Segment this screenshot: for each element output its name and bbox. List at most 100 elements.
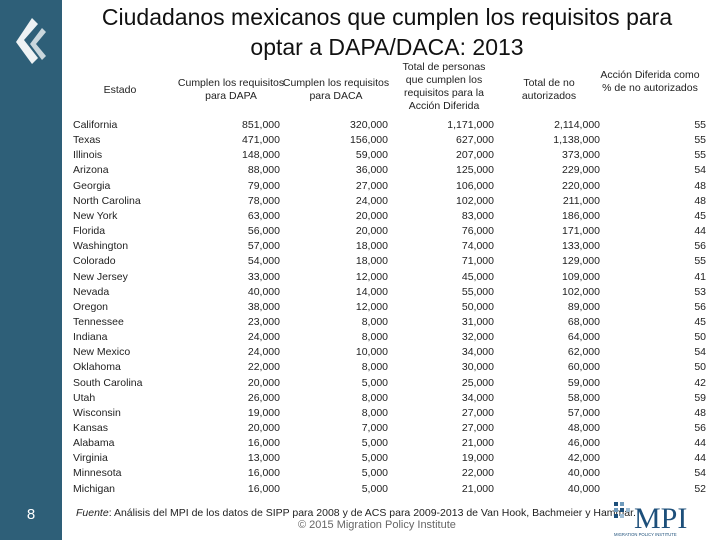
total-deferred-cell: 30,000 xyxy=(461,361,494,374)
state-cell: Illinois xyxy=(73,149,103,162)
dapa-cell: 56,000 xyxy=(247,225,280,238)
percent-cell: 54 xyxy=(694,164,706,177)
total-deferred-cell: 34,000 xyxy=(461,346,494,359)
total-unauthorized-cell: 220,000 xyxy=(562,179,600,192)
daca-cell: 5,000 xyxy=(361,467,388,480)
header-total-deferred: Total de personas que cumplen los requis… xyxy=(402,61,486,112)
state-cell: Washington xyxy=(73,240,129,253)
total-deferred-cell: 31,000 xyxy=(461,315,494,328)
daca-cell: 8,000 xyxy=(361,361,388,374)
total-unauthorized-cell: 57,000 xyxy=(567,406,600,419)
percent-cell: 42 xyxy=(694,376,706,389)
daca-cell: 18,000 xyxy=(355,240,388,253)
dapa-cell: 148,000 xyxy=(242,149,280,162)
state-cell: South Carolina xyxy=(73,376,143,389)
daca-cell: 14,000 xyxy=(355,285,388,298)
dapa-cell: 54,000 xyxy=(247,255,280,268)
state-cell: Wisconsin xyxy=(73,406,121,419)
state-cell: California xyxy=(73,119,118,131)
total-deferred-cell: 1,171,000 xyxy=(447,119,494,131)
dapa-cell: 13,000 xyxy=(247,452,280,465)
dapa-cell: 20,000 xyxy=(247,376,280,389)
header-dapa: Cumplen los requisitos para DAPA xyxy=(177,77,285,102)
percent-cell: 44 xyxy=(694,437,706,450)
percent-cell: 44 xyxy=(694,225,706,238)
dapa-cell: 23,000 xyxy=(247,315,280,328)
table-row: Nevada 40,000 14,000 55,000 102,000 53 xyxy=(0,286,720,301)
total-deferred-cell: 34,000 xyxy=(461,391,494,404)
total-unauthorized-cell: 58,000 xyxy=(567,391,600,404)
total-unauthorized-cell: 64,000 xyxy=(567,331,600,344)
dapa-cell: 471,000 xyxy=(242,134,280,147)
state-cell: Indiana xyxy=(73,331,108,344)
daca-cell: 5,000 xyxy=(361,482,388,495)
daca-cell: 12,000 xyxy=(355,300,388,313)
total-unauthorized-cell: 373,000 xyxy=(562,149,600,162)
state-cell: Tennessee xyxy=(73,315,124,328)
percent-cell: 48 xyxy=(694,406,706,419)
daca-cell: 5,000 xyxy=(361,437,388,450)
total-unauthorized-cell: 59,000 xyxy=(567,376,600,389)
daca-cell: 5,000 xyxy=(361,376,388,389)
dapa-cell: 16,000 xyxy=(247,437,280,450)
table-row: North Carolina 78,000 24,000 102,000 211,000… xyxy=(0,195,720,210)
total-unauthorized-cell: 211,000 xyxy=(562,194,600,207)
header-total-unauthorized: Total de no autorizados xyxy=(521,77,577,102)
state-cell: Kansas xyxy=(73,422,109,434)
state-cell: Minnesota xyxy=(73,467,122,480)
state-cell: New Mexico xyxy=(73,346,131,359)
percent-cell: 54 xyxy=(694,346,706,359)
total-deferred-cell: 102,000 xyxy=(456,194,494,207)
table-row: Indiana 24,000 8,000 32,000 64,000 50 xyxy=(0,331,720,346)
mpi-logo: MPI MIGRATION POLICY INSTITUTE xyxy=(614,502,687,537)
left-sidebar: 8 xyxy=(0,0,62,540)
daca-cell: 5,000 xyxy=(361,452,388,465)
total-deferred-cell: 27,000 xyxy=(461,422,494,434)
state-cell: Oklahoma xyxy=(73,361,121,374)
dapa-cell: 38,000 xyxy=(247,300,280,313)
table-row: California 851,000 320,000 1,171,000 2,114,0… xyxy=(0,119,720,134)
daca-cell: 12,000 xyxy=(355,270,388,283)
state-cell: New York xyxy=(73,209,118,222)
table-row: Oklahoma 22,000 8,000 30,000 60,000 50 xyxy=(0,361,720,376)
daca-cell: 10,000 xyxy=(355,346,388,359)
daca-cell: 18,000 xyxy=(355,255,388,268)
dapa-cell: 88,000 xyxy=(247,164,280,177)
total-deferred-cell: 50,000 xyxy=(461,300,494,313)
daca-cell: 8,000 xyxy=(361,406,388,419)
dapa-cell: 79,000 xyxy=(247,179,280,192)
total-deferred-cell: 76,000 xyxy=(461,225,494,238)
mpi-logo-text: MPI xyxy=(634,502,687,535)
state-cell: Alabama xyxy=(73,437,115,450)
daca-cell: 7,000 xyxy=(361,422,388,434)
total-unauthorized-cell: 133,000 xyxy=(562,240,600,253)
daca-cell: 8,000 xyxy=(361,315,388,328)
percent-cell: 56 xyxy=(694,300,706,313)
state-cell: Michigan xyxy=(73,482,116,495)
total-deferred-cell: 21,000 xyxy=(461,482,494,495)
dapa-cell: 78,000 xyxy=(247,194,280,207)
total-unauthorized-cell: 186,000 xyxy=(562,209,600,222)
dapa-cell: 63,000 xyxy=(247,209,280,222)
total-deferred-cell: 22,000 xyxy=(461,467,494,480)
state-cell: Oregon xyxy=(73,300,109,313)
institute-emblem-icon xyxy=(16,18,46,64)
daca-cell: 24,000 xyxy=(355,194,388,207)
table-row: Illinois 148,000 59,000 207,000 373,000 55 xyxy=(0,149,720,164)
total-deferred-cell: 55,000 xyxy=(461,285,494,298)
total-unauthorized-cell: 89,000 xyxy=(567,300,600,313)
total-unauthorized-cell: 40,000 xyxy=(567,482,600,495)
percent-cell: 55 xyxy=(694,119,706,131)
table-row: Georgia 79,000 27,000 106,000 220,000 48 xyxy=(0,180,720,195)
state-cell: Virginia xyxy=(73,452,108,465)
dapa-cell: 851,000 xyxy=(242,119,280,131)
total-unauthorized-cell: 60,000 xyxy=(567,361,600,374)
daca-cell: 320,000 xyxy=(350,119,388,131)
total-deferred-cell: 106,000 xyxy=(456,179,494,192)
header-daca: Cumplen los requisitos para DACA xyxy=(282,77,390,102)
total-deferred-cell: 74,000 xyxy=(461,240,494,253)
table-row: Kansas 20,000 7,000 27,000 48,000 56 xyxy=(0,422,720,437)
table-row: Washington 57,000 18,000 74,000 133,000 56 xyxy=(0,240,720,255)
total-deferred-cell: 27,000 xyxy=(461,406,494,419)
table-row: Colorado 54,000 18,000 71,000 129,000 55 xyxy=(0,255,720,270)
